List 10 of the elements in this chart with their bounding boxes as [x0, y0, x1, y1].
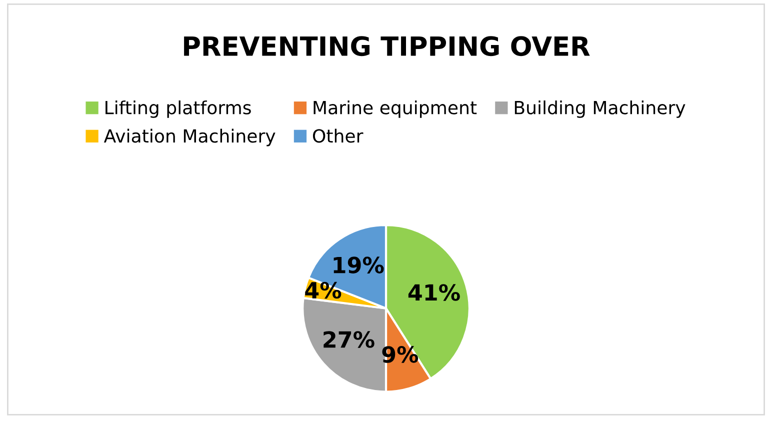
legend-label: Marine equipment — [314, 100, 477, 118]
data-label: 27% — [324, 331, 374, 348]
data-label: 19% — [334, 256, 384, 274]
legend-label: Lifting platforms — [106, 100, 251, 118]
data-label: 4% — [305, 282, 342, 299]
chart-title: PREVENTING TIPPING OVER — [184, 36, 590, 56]
legend-label: Other — [312, 128, 364, 143]
legend-label: Aviation Machinery — [104, 128, 276, 146]
data-label: 41% — [408, 284, 460, 301]
legend-label: Building Machinery — [514, 100, 686, 118]
